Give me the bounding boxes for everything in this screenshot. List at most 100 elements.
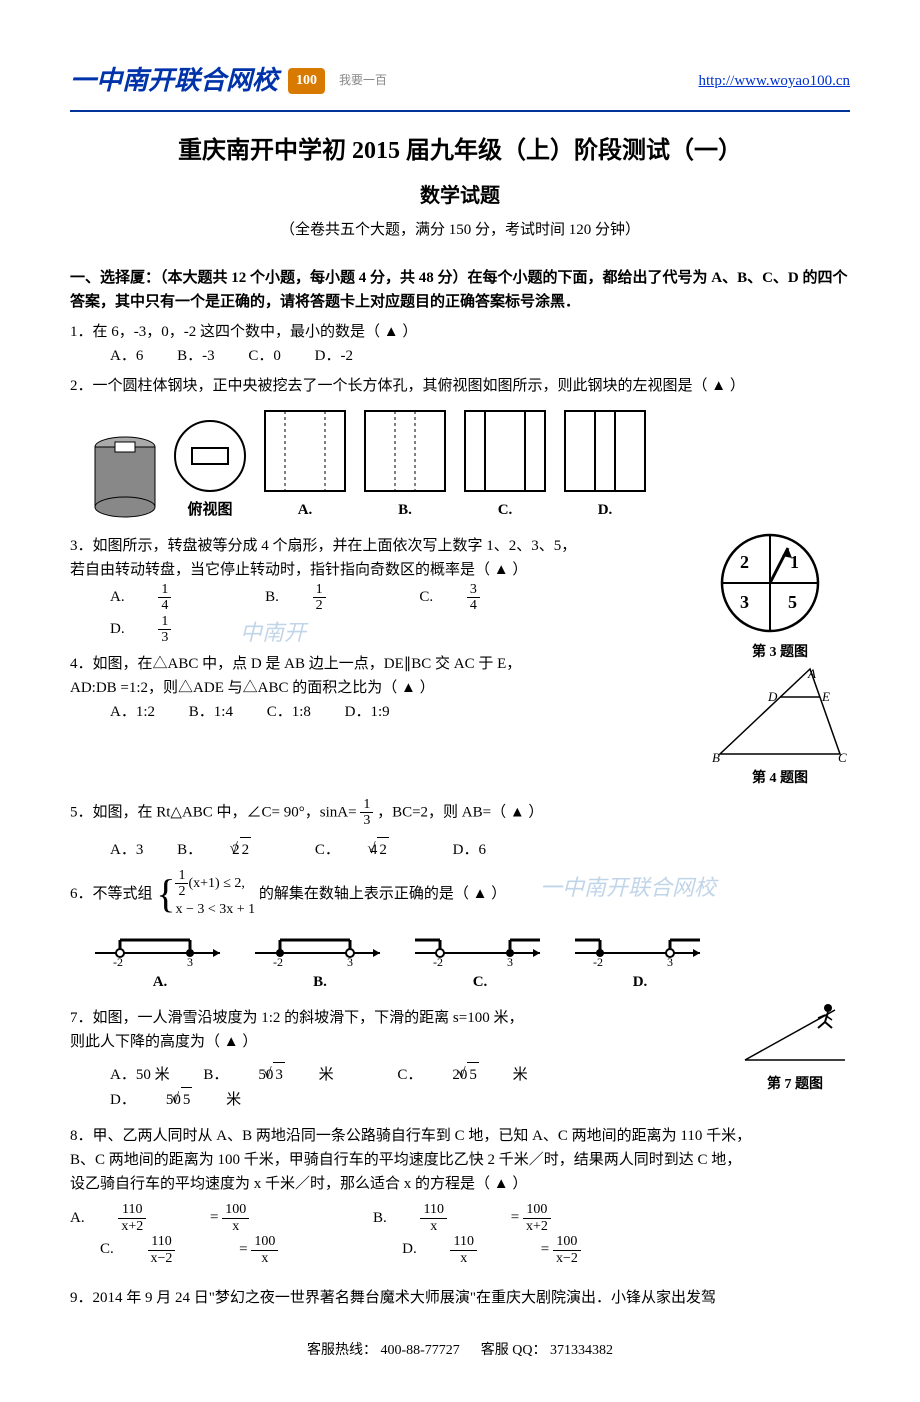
- q6-optD-fig: -2 3 D.: [570, 928, 710, 994]
- q1-text: 1．在 6，-3，0，-2 这四个数中，最小的数是（ ▲ ）: [70, 320, 850, 344]
- skier-slope-icon: [740, 1000, 850, 1070]
- q5-optD: D．6: [453, 838, 486, 862]
- q3-q4-figures: 1 2 3 5 第 3 题图 A D E B C 第 4 题图: [710, 528, 850, 791]
- q7-fig-label: 第 7 题图: [740, 1074, 850, 1096]
- q5-optC: C．42: [315, 837, 419, 862]
- q4-optC: C．1:8: [267, 700, 311, 724]
- q5-options: A．3 B．22 C．42 D．6: [110, 837, 850, 862]
- svg-text:E: E: [821, 689, 830, 704]
- footer: 客服热线： 400-88-77727 客服 QQ： 371334382: [70, 1340, 850, 1362]
- q3-optD: D. 13: [110, 614, 231, 646]
- q2-optD-fig: D.: [560, 406, 650, 522]
- q6-optC-fig: -2 3 C.: [410, 928, 550, 994]
- q6-text1: 6．不等式组: [70, 885, 153, 901]
- q6-text2: 的解集在数轴上表示正确的是（ ▲ ）: [259, 885, 506, 901]
- q6-optA-fig: -2 3 A.: [90, 928, 230, 994]
- q7: 7．如图，一人滑雪沿坡度为 1:2 的斜坡滑下，下滑的距离 s=100 米， 则…: [70, 1006, 728, 1112]
- logo-group: 一中南开联合网校 100 我要一百: [70, 60, 387, 102]
- q4-options: A．1:2 B．1:4 C．1:8 D．1:9: [110, 700, 698, 724]
- svg-text:-2: -2: [113, 955, 123, 968]
- q3: 3．如图所示，转盘被等分成 4 个扇形，并在上面依次写上数字 1、2、3、5， …: [70, 534, 698, 646]
- q6-optA-label: A.: [90, 970, 230, 994]
- q8-optD: D. 110x = 100x−2: [402, 1234, 641, 1266]
- spinner-icon: 1 2 3 5: [710, 528, 830, 638]
- svg-text:C: C: [838, 750, 847, 764]
- q5-optA: A．3: [110, 838, 143, 862]
- q1-optD: D．-2: [315, 344, 353, 368]
- q2: 2．一个圆柱体钢块，正中央被挖去了一个长方体孔，其俯视图如图所示，则此钢块的左视…: [70, 374, 850, 522]
- q7-row: 7．如图，一人滑雪沿坡度为 1:2 的斜坡滑下，下滑的距离 s=100 米， 则…: [70, 1000, 850, 1118]
- logo-text: 一中南开联合网校: [70, 60, 278, 102]
- q3-q4-row: 3．如图所示，转盘被等分成 4 个扇形，并在上面依次写上数字 1、2、3、5， …: [70, 528, 850, 791]
- q1-optB: B．-3: [177, 344, 215, 368]
- q3-optA: A. 14: [110, 582, 231, 614]
- triangle-ade-icon: A D E B C: [710, 664, 850, 764]
- q4-fig-label: 第 4 题图: [710, 768, 850, 790]
- q1: 1．在 6，-3，0，-2 这四个数中，最小的数是（ ▲ ） A．6 B．-3 …: [70, 320, 850, 368]
- q8-optA: A. 110x+2 = 100x: [70, 1202, 309, 1234]
- q2-optA-fig: A.: [260, 406, 350, 522]
- q8-optC: C. 110x−2 = 100x: [100, 1234, 338, 1266]
- badge-sub: 我要一百: [339, 71, 387, 90]
- wheel-2: 2: [740, 552, 749, 572]
- header-link[interactable]: http://www.woyao100.cn: [698, 69, 850, 93]
- q7-optA: A．50 米: [110, 1063, 170, 1087]
- q3-options: A. 14 B. 12 C. 34 D. 13: [110, 582, 698, 646]
- top-view: 俯视图: [170, 416, 250, 522]
- q3-text2: 若自由转动转盘，当它停止转动时，指针指向奇数区的概率是（ ▲ ）: [70, 558, 698, 582]
- q4: 4．如图，在△ABC 中，点 D 是 AB 边上一点，DE∥BC 交 AC 于 …: [70, 652, 698, 724]
- q5-text2: ，BC=2，则 AB=（ ▲ ）: [377, 804, 543, 820]
- q6-figures: -2 3 A. -2 3 B.: [90, 928, 850, 994]
- q1-options: A．6 B．-3 C．0 D．-2: [110, 344, 850, 368]
- hotline-label: 客服热线：: [307, 1343, 377, 1358]
- q8-text1: 8．甲、乙两人同时从 A、B 两地沿同一条公路骑自行车到 C 地，已知 A、C …: [70, 1124, 850, 1148]
- qq: 371334382: [550, 1343, 613, 1358]
- q5: 5．如图，在 Rt△ABC 中，∠C= 90°，sinA= 13 ，BC=2，则…: [70, 797, 850, 862]
- q4-optA: A．1:2: [110, 700, 155, 724]
- q8-options: A. 110x+2 = 100x B. 110x = 100x+2 C. 110…: [70, 1202, 850, 1266]
- q8-text3: 设乙骑自行车的平均速度为 x 千米／时，那么适合 x 的方程是（ ▲ ）: [70, 1172, 850, 1196]
- q3-optB: B. 12: [265, 582, 386, 614]
- svg-text:B: B: [712, 750, 720, 764]
- svg-text:3: 3: [667, 955, 673, 968]
- cylinder-3d: [90, 432, 160, 522]
- q2-optA-label: A.: [260, 498, 350, 522]
- q2-text: 2．一个圆柱体钢块，正中央被挖去了一个长方体孔，其俯视图如图所示，则此钢块的左视…: [70, 374, 850, 398]
- title-info: （全卷共五个大题，满分 150 分，考试时间 120 分钟）: [70, 218, 850, 242]
- q4-text2: AD:DB =1:2，则△ADE 与△ABC 的面积之比为（ ▲ ）: [70, 676, 698, 700]
- q7-options: A．50 米 B．503 米 C．205 米 D．505 米: [110, 1062, 728, 1112]
- q7-optC: C．205 米: [397, 1062, 557, 1087]
- wheel-1: 1: [790, 552, 799, 572]
- logo-badge: 100: [288, 68, 325, 94]
- q3-optC: C. 34: [419, 582, 540, 614]
- svg-text:-2: -2: [433, 955, 443, 968]
- q8-text2: B、C 两地间的距离为 100 千米，甲骑自行车的平均速度比乙快 2 千米／时，…: [70, 1148, 850, 1172]
- title-sub: 数学试题: [70, 180, 850, 212]
- q8-optB: B. 110x = 100x+2: [373, 1202, 611, 1234]
- svg-text:D: D: [767, 689, 778, 704]
- q6-optC-label: C.: [410, 970, 550, 994]
- q4-text1: 4．如图，在△ABC 中，点 D 是 AB 边上一点，DE∥BC 交 AC 于 …: [70, 652, 698, 676]
- top-view-label: 俯视图: [170, 498, 250, 522]
- q1-optA: A．6: [110, 344, 143, 368]
- badge-number: 100: [296, 70, 317, 92]
- q6-optD-label: D.: [570, 970, 710, 994]
- svg-text:-2: -2: [593, 955, 603, 968]
- q7-optD: D．505 米: [110, 1087, 271, 1112]
- q2-optB-label: B.: [360, 498, 450, 522]
- q5-optB: B．22: [177, 837, 281, 862]
- qq-label: 客服 QQ：: [481, 1343, 547, 1358]
- watermark-2: 一中南开联合网校: [540, 870, 716, 905]
- svg-text:A: A: [807, 666, 816, 681]
- q7-text1: 7．如图，一人滑雪沿坡度为 1:2 的斜坡滑下，下滑的距离 s=100 米，: [70, 1006, 728, 1030]
- wheel-5: 5: [788, 592, 797, 612]
- q7-figure: 第 7 题图: [740, 1000, 850, 1096]
- q6: 6．不等式组 { 12(x+1) ≤ 2, x − 3 < 3x + 1 的解集…: [70, 868, 850, 995]
- q2-figures: 俯视图 A. B.: [90, 406, 850, 522]
- q2-optC-label: C.: [460, 498, 550, 522]
- q6-optB-fig: -2 3 B.: [250, 928, 390, 994]
- svg-text:3: 3: [347, 955, 353, 968]
- q3-text1: 3．如图所示，转盘被等分成 4 个扇形，并在上面依次写上数字 1、2、3、5，: [70, 534, 698, 558]
- section1-header: 一、选择厦：（本大题共 12 个小题，每小题 4 分，共 48 分）在每个小题的…: [70, 266, 850, 314]
- q9: 9．2014 年 9 月 24 日"梦幻之夜一世界著名舞台魔术大师展演"在重庆大…: [70, 1286, 850, 1310]
